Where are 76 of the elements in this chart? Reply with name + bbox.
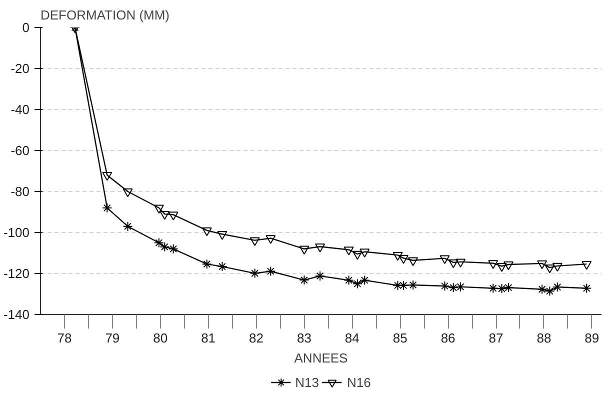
point: [102, 172, 112, 181]
point: [448, 282, 458, 293]
point: [496, 263, 507, 272]
point: [202, 227, 212, 236]
point: [488, 283, 498, 294]
point: [352, 278, 362, 289]
point: [360, 275, 370, 286]
point: [299, 275, 310, 286]
x-tick-label: 82: [249, 330, 264, 346]
point: [160, 242, 170, 252]
point: [168, 244, 178, 254]
point: [408, 257, 418, 266]
x-tick-label: 86: [440, 330, 456, 346]
x-tick-label: 89: [584, 330, 600, 346]
point: [408, 280, 418, 290]
point: [202, 259, 212, 270]
point: [160, 210, 170, 220]
point: [448, 259, 458, 268]
x-tick-label: 83: [296, 330, 312, 346]
point: [299, 246, 310, 255]
point: [503, 282, 514, 293]
y-tick-label: -100: [3, 225, 30, 240]
x-tick-label: 81: [201, 330, 216, 346]
x-axis-title: ANNEES: [294, 350, 348, 366]
point: [250, 237, 260, 246]
point: [398, 255, 408, 264]
x-tick-label: 84: [344, 330, 360, 346]
point: [582, 283, 592, 294]
point: [217, 262, 228, 272]
point: [552, 262, 562, 272]
point: [154, 204, 164, 214]
point: [344, 246, 354, 256]
point: [552, 282, 562, 292]
x-tick-label: 80: [153, 330, 168, 346]
legend-label: N13: [295, 374, 319, 390]
point: [122, 188, 133, 198]
point: [250, 268, 260, 278]
point: [488, 260, 498, 269]
x-tick-label: 88: [536, 330, 552, 346]
point: [544, 286, 555, 296]
point: [537, 284, 548, 294]
y-tick-label: -80: [10, 184, 30, 199]
point: [456, 258, 466, 268]
y-tick-label: -60: [10, 143, 30, 158]
point: [503, 261, 514, 270]
point: [217, 231, 228, 240]
legend-label: N16: [347, 374, 371, 390]
y-tick-label: -140: [3, 307, 30, 322]
point: [122, 221, 133, 232]
point: [344, 275, 354, 286]
point: [496, 284, 507, 294]
point: [440, 281, 450, 292]
point: [360, 248, 370, 258]
y-tick-label: -120: [3, 266, 30, 281]
x-tick-label: 87: [488, 330, 504, 346]
y-tick-label: -20: [10, 61, 30, 76]
x-tick-label: 79: [105, 330, 120, 346]
point: [154, 238, 164, 248]
point: [392, 252, 403, 261]
point: [266, 235, 276, 244]
point: [544, 264, 555, 274]
point: [315, 244, 326, 252]
point: [537, 260, 548, 270]
y-tick-label: 0: [22, 20, 30, 35]
point: [102, 202, 112, 213]
point: [456, 282, 466, 292]
point: [315, 270, 326, 281]
point: [352, 250, 362, 260]
point: [440, 255, 450, 264]
y-tick-label: -40: [10, 102, 30, 117]
x-tick-label: 78: [57, 330, 72, 346]
x-tick-label: 85: [392, 330, 408, 346]
point: [582, 260, 592, 270]
y-axis-title: DEFORMATION (MM): [40, 8, 170, 22]
point: [168, 212, 178, 220]
point: [266, 266, 276, 276]
